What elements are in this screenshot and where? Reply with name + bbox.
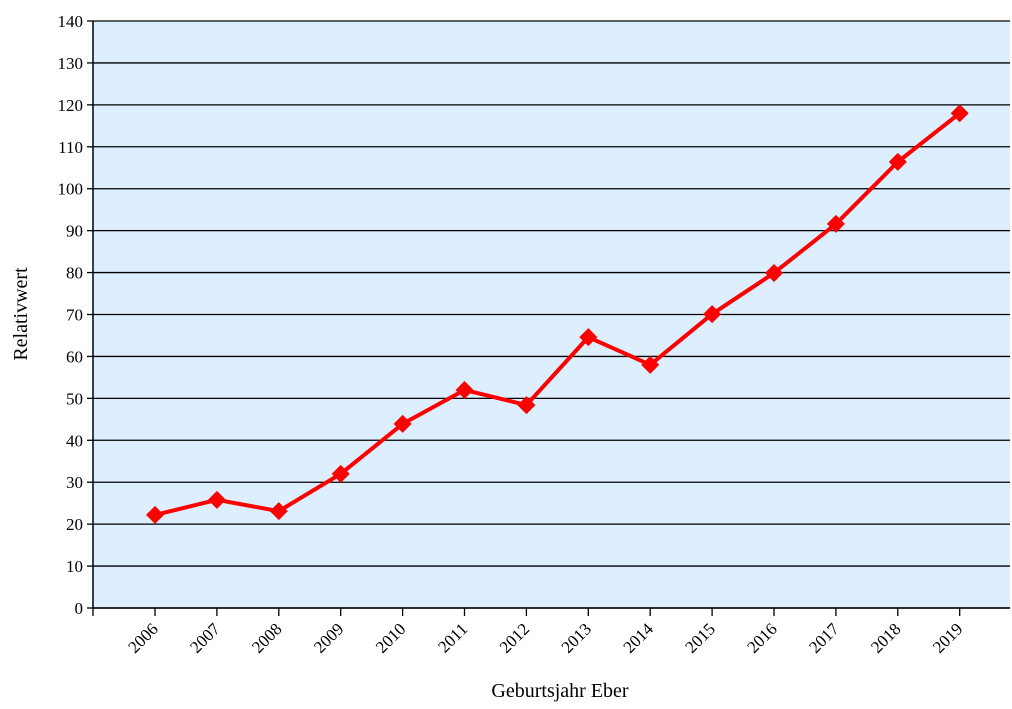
y-tick-label: 100 [58, 180, 84, 199]
y-tick-label: 60 [66, 347, 83, 366]
x-axis-label: Geburtsjahr Eber [491, 680, 629, 702]
y-axis-label: Relativwert [10, 267, 32, 361]
data-point [207, 490, 226, 509]
y-tick-label: 50 [66, 389, 83, 408]
x-tick-label: 2016 [743, 619, 780, 656]
x-tick-label: 2011 [434, 619, 471, 656]
data-point [765, 263, 783, 282]
x-tick-label: 2018 [867, 619, 904, 656]
data-point [888, 152, 907, 171]
x-tick-label: 2008 [248, 619, 285, 656]
x-tick-label: 2009 [310, 619, 347, 656]
data-point [146, 505, 164, 524]
y-tick-label: 90 [66, 222, 83, 241]
x-tick-label: 2017 [805, 619, 843, 657]
data-line [154, 111, 961, 517]
data-point [269, 502, 288, 521]
x-tick-label: 2010 [372, 619, 409, 656]
x-tick-label: 2012 [496, 619, 533, 656]
x-tick-label: 2015 [681, 619, 718, 656]
data-point [950, 104, 969, 123]
y-tick-label: 70 [66, 306, 83, 325]
y-tick-label: 10 [66, 557, 83, 576]
y-tick-label: 140 [58, 12, 84, 31]
data-point [455, 380, 474, 399]
y-tick-label: 120 [58, 96, 84, 115]
x-tick-label: 2006 [124, 619, 161, 656]
data-point [703, 305, 722, 324]
x-tick-label: 2013 [558, 619, 595, 656]
y-tick-label: 30 [66, 473, 83, 492]
y-tick-label: 80 [66, 264, 83, 283]
y-tick-label: 130 [58, 54, 84, 73]
y-tick-label: 110 [58, 138, 83, 157]
data-point [517, 396, 536, 415]
y-tick-label: 0 [75, 599, 84, 618]
data-point [579, 328, 598, 347]
x-tick-label: 2019 [929, 619, 966, 656]
data-point [826, 214, 845, 233]
data-point [331, 464, 350, 483]
x-tick-label: 2014 [620, 619, 658, 657]
data-point [641, 355, 660, 374]
data-point [393, 414, 412, 433]
y-tick-label: 20 [66, 515, 83, 534]
y-tick-label: 40 [66, 431, 83, 450]
x-tick-label: 2007 [186, 619, 224, 657]
